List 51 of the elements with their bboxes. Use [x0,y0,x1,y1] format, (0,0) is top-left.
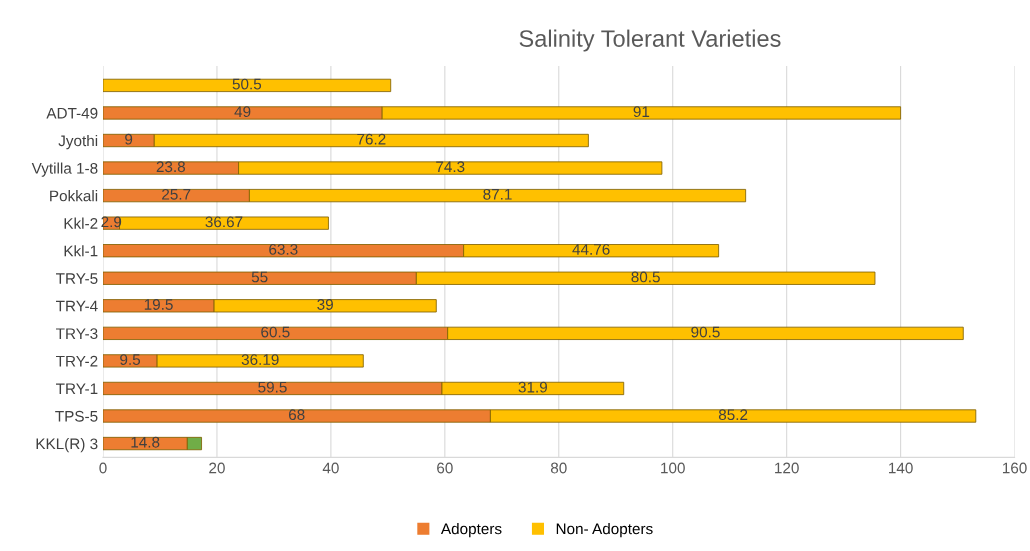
legend-label: Non- Adopters [556,523,653,538]
data-label: 74.3 [436,161,465,173]
data-label: 90.5 [691,326,720,338]
x-tick-label: 100 [661,462,685,474]
y-tick-label: TRY-1 [56,383,98,394]
x-tick-label: 120 [775,462,799,474]
x-tick-label: 80 [550,462,567,474]
y-tick-label: Kkl-2 [64,217,98,229]
data-label: 25.7 [162,188,191,200]
y-tick-label: TRY-5 [56,273,98,284]
data-label: 44.76 [572,243,610,255]
data-label: 9.5 [120,354,141,366]
data-label: 31.9 [518,381,547,393]
data-label: 9 [125,133,133,145]
x-tick-label: 160 [1002,462,1027,474]
data-label: 39 [317,299,333,310]
y-tick-label: Jyothi [58,134,98,150]
data-label: 36.19 [241,354,279,366]
data-label: 63.3 [269,243,298,255]
data-label: 50.5 [232,78,262,90]
bar [103,78,392,93]
data-label: 59.5 [258,381,287,393]
x-tick-label: 20 [209,462,225,474]
data-label: 68 [288,409,305,421]
x-tick-label: 60 [437,462,453,474]
data-label: 91 [633,106,650,118]
y-tick-label: TRY-4 [56,300,98,312]
chart-title: Salinity Tolerant Varieties [519,29,781,52]
y-tick-label: TRY-2 [56,355,98,367]
x-tick-label: 0 [99,462,107,474]
data-label: 85.2 [718,409,748,421]
data-label: 19.5 [144,299,173,310]
y-tick-label: ADT-49 [46,107,98,119]
y-tick-label: Kkl-1 [64,245,98,257]
y-tick-label: TPS-5 [55,410,98,422]
y-tick-label: KKL(R) 3 [36,438,98,453]
y-tick-label: Vytilla 1-8 [31,162,98,177]
data-label: 55 [251,271,268,283]
data-label: 76.2 [357,133,386,145]
y-tick-label: TRY-3 [56,328,98,340]
data-label: 23.8 [156,161,185,173]
y-tick-label: Pokkali [50,190,98,202]
legend-label: Adopters [440,523,502,538]
data-label: 87.1 [483,188,512,200]
data-label: 80.5 [631,271,660,283]
data-label: 60.5 [261,326,290,338]
x-tick-label: 140 [889,462,913,474]
data-label: 49 [234,106,251,118]
data-label: 36.67 [205,216,243,228]
data-label: 14.8 [131,436,160,448]
x-tick-label: 40 [322,462,339,474]
